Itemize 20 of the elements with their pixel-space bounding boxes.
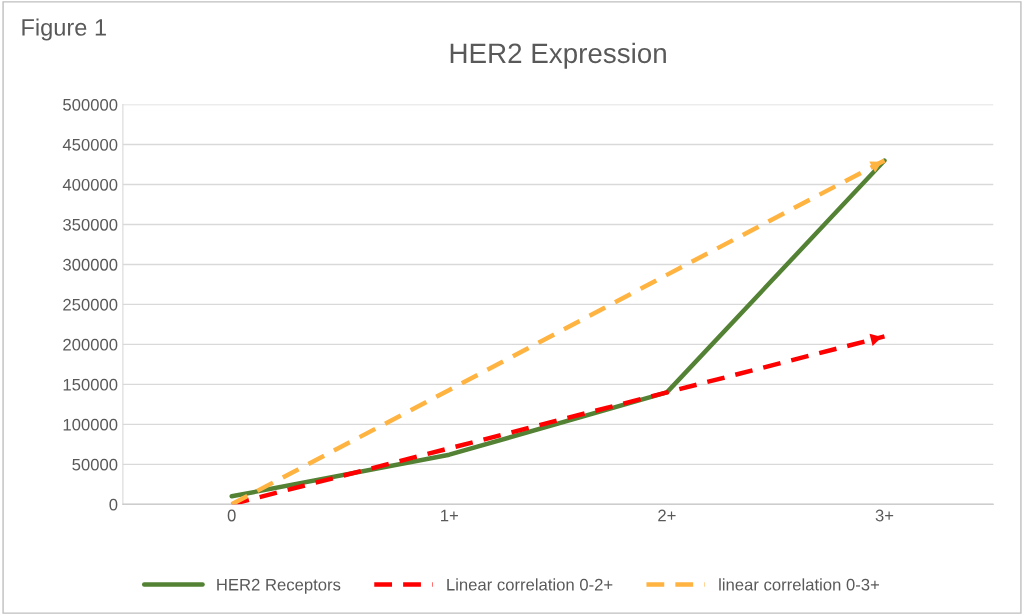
x-tick-label: 1+ (441, 509, 458, 522)
legend-label: Linear correlation 0-2+ (447, 578, 613, 591)
legend-label: linear correlation 0-3+ (719, 578, 879, 591)
x-tick-label: 3+ (875, 509, 894, 522)
y-tick-label: 500000 (63, 98, 118, 111)
y-tick-label: 0 (109, 498, 118, 511)
chart-title: HER2 Expression (450, 42, 666, 69)
y-tick-label: 100000 (63, 418, 118, 431)
y-tick-label: 350000 (63, 218, 118, 231)
y-tick-label: 150000 (63, 378, 118, 391)
x-tick-label: 0 (227, 509, 236, 522)
y-tick-label: 200000 (63, 338, 118, 351)
y-tick-label: 450000 (62, 138, 118, 151)
y-tick-label: 250000 (63, 298, 118, 311)
y-tick-label: 300000 (63, 258, 118, 271)
legend-label: HER2 Receptors (217, 578, 341, 594)
caption: Figure 1 (22, 18, 106, 41)
x-tick-label: 2+ (658, 509, 676, 522)
y-tick-label: 50000 (72, 458, 118, 471)
y-tick-label: 400000 (62, 178, 118, 191)
